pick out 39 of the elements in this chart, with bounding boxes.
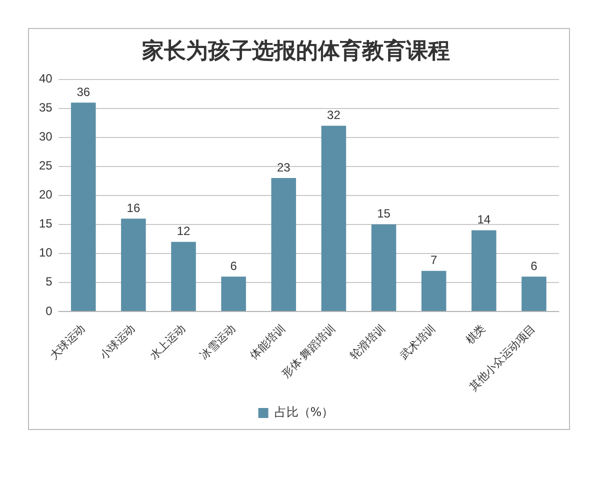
data-label: 12: [176, 224, 191, 238]
chart-title: 家长为孩子选报的体育教育课程: [141, 38, 450, 64]
data-label: 23: [276, 160, 291, 174]
y-tick-label: 35: [38, 100, 53, 115]
bar: [522, 276, 546, 311]
x-tick-label: 体能培训: [247, 322, 288, 362]
data-label: 6: [530, 258, 538, 273]
data-label: 6: [230, 258, 238, 273]
bar: [70, 102, 96, 311]
y-tick-label: 10: [38, 246, 53, 260]
x-tick-label: 武术培训: [398, 322, 438, 362]
y-tick-label: 20: [38, 188, 53, 202]
bar: [321, 126, 346, 311]
x-tick-label: 棋类: [463, 322, 488, 347]
data-label: 14: [477, 212, 491, 227]
bar: [371, 224, 396, 311]
bar: [271, 178, 296, 311]
legend-label: 占比（%）: [274, 405, 334, 420]
y-tick-label: 5: [46, 274, 53, 289]
bar: [221, 276, 246, 311]
data-label: 36: [76, 84, 90, 99]
bar: [121, 218, 146, 311]
data-label: 32: [327, 108, 341, 122]
x-tick-label: 冰雪运动: [197, 322, 238, 362]
y-tick-label: 40: [38, 72, 53, 86]
y-tick-label: 15: [38, 216, 53, 231]
x-tick-label: 水上运动: [147, 322, 188, 362]
bar: [171, 242, 196, 311]
bar: [421, 270, 446, 311]
bar: [472, 230, 496, 311]
x-tick-label: 大球运动: [47, 322, 88, 362]
x-tick-label: 小球运动: [97, 322, 138, 362]
data-label: 7: [430, 253, 438, 268]
data-label: 16: [126, 200, 140, 215]
y-tick-label: 0: [46, 304, 53, 318]
y-tick-label: 30: [38, 130, 53, 144]
data-label: 15: [377, 206, 391, 221]
y-tick-label: 25: [38, 158, 53, 173]
x-tick-label: 轮滑培训: [348, 322, 388, 362]
